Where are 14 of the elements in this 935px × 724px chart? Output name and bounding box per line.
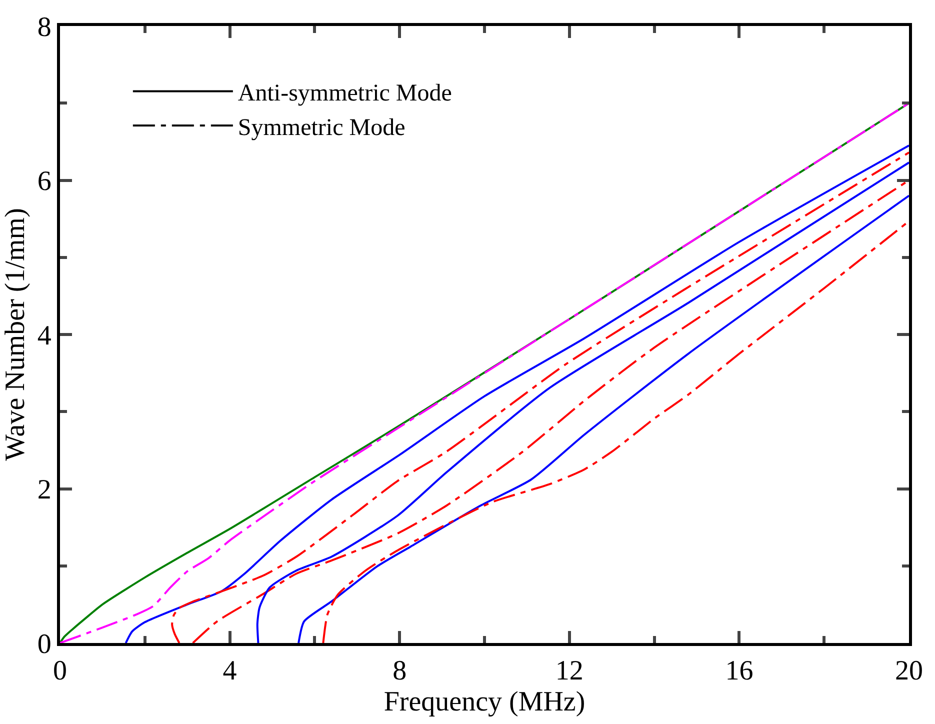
x-axis-title: Frequency (MHz) [384, 686, 586, 718]
y-tick-label: 6 [37, 166, 52, 198]
x-tick-label: 12 [555, 656, 584, 687]
y-axis-title: Wave Number (1/mm) [0, 208, 31, 461]
x-tick-label: 16 [725, 656, 754, 687]
y-tick-label: 4 [37, 320, 52, 352]
y-tick-label: 2 [37, 474, 52, 506]
legend-label: Anti-symmetric Mode [238, 80, 452, 107]
x-tick-label: 20 [895, 656, 923, 687]
legend-label: Symmetric Mode [238, 114, 406, 141]
y-tick-label: 8 [37, 12, 52, 43]
x-tick-label: 8 [392, 656, 407, 687]
x-tick-label: 4 [222, 656, 237, 687]
y-tick-label: 0 [37, 628, 52, 660]
